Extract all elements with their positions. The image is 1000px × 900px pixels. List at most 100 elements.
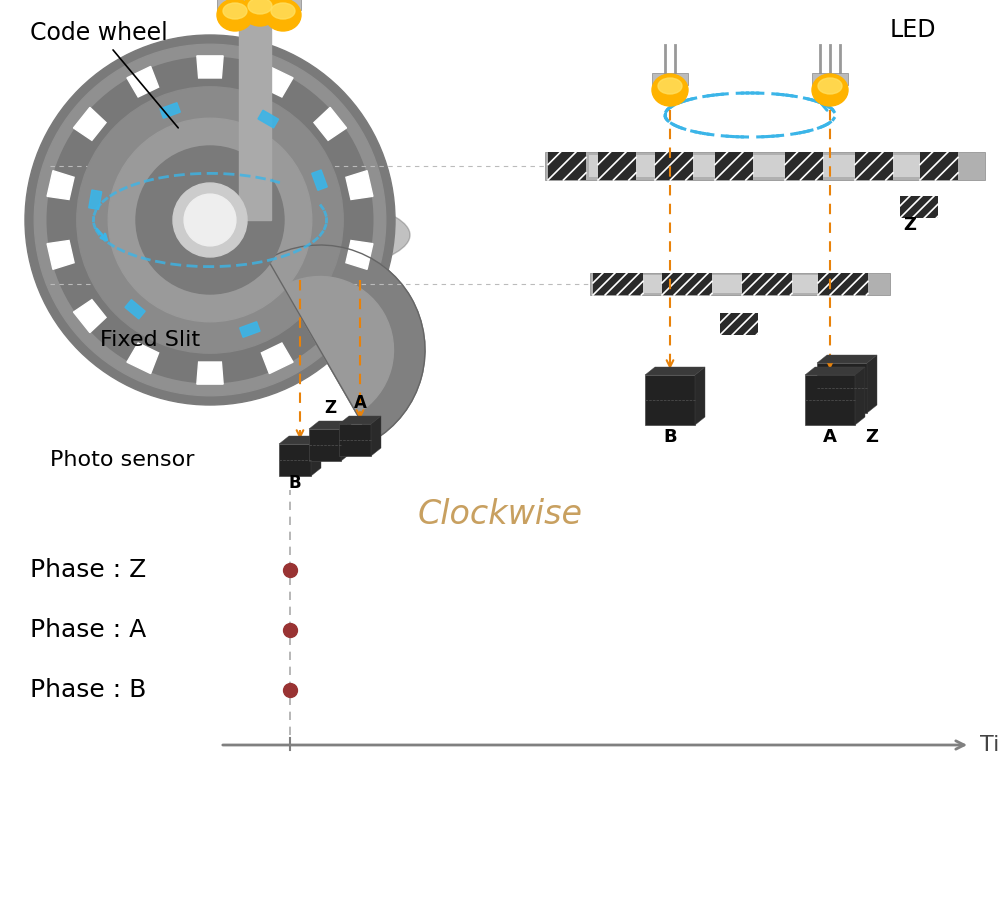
Circle shape [47,58,373,382]
Text: Code wheel: Code wheel [30,21,178,128]
Circle shape [34,44,386,396]
Text: Phase : B: Phase : B [30,678,146,702]
Polygon shape [89,190,102,210]
Bar [855,152,893,180]
Ellipse shape [271,3,295,19]
Polygon shape [47,171,74,200]
Text: Z: Z [324,399,336,417]
Bar [662,273,712,295]
Ellipse shape [652,74,688,106]
Polygon shape [279,436,321,444]
Bar [239,0,271,220]
Text: Time: Time [980,735,1000,755]
Polygon shape [311,436,321,476]
Polygon shape [240,321,260,338]
Bar [812,73,848,85]
Polygon shape [314,107,347,140]
Polygon shape [805,367,865,375]
Bar [279,444,311,476]
Polygon shape [261,343,293,373]
Text: B: B [663,428,677,446]
Text: Photo sensor: Photo sensor [50,450,194,470]
Bar [818,273,868,295]
Ellipse shape [248,0,272,14]
Text: LED: LED [890,18,936,42]
Text: Phase : Z: Phase : Z [30,558,146,582]
Text: A: A [823,428,837,446]
Bar [598,152,636,180]
Polygon shape [197,362,223,384]
Bar [620,275,860,292]
Polygon shape [341,421,351,461]
Bar [742,273,792,295]
Polygon shape [339,416,381,424]
Ellipse shape [658,78,682,94]
Bar [920,152,958,180]
Ellipse shape [40,189,410,281]
Ellipse shape [223,3,247,19]
Polygon shape [258,110,279,128]
Polygon shape [73,107,106,140]
Polygon shape [314,300,347,333]
Bar [593,273,643,295]
Bar [590,273,890,295]
Bar [339,424,371,456]
Bar [652,73,688,85]
Circle shape [108,118,312,322]
Bar [720,313,758,335]
Polygon shape [127,67,159,97]
Polygon shape [125,300,145,319]
Bar [545,152,985,180]
Polygon shape [73,300,106,333]
Bar [900,196,938,218]
Bar [785,152,823,180]
Polygon shape [645,367,705,375]
Polygon shape [312,170,327,190]
Bar [645,375,695,425]
Circle shape [136,146,284,294]
Text: Z: Z [866,428,878,446]
Text: Z: Z [904,216,916,234]
Circle shape [77,86,343,353]
Polygon shape [817,355,877,363]
Circle shape [173,183,247,257]
Text: Clockwise: Clockwise [418,499,582,532]
Bar [309,429,341,461]
Point [282,562,298,577]
Bar [655,152,693,180]
Text: Fixed Slit: Fixed Slit [100,330,200,350]
Text: Phase : A: Phase : A [30,618,146,642]
Bar [589,155,941,177]
Text: A: A [354,394,366,412]
Polygon shape [867,355,877,413]
Bar [242,0,268,20]
Polygon shape [47,240,74,269]
Wedge shape [283,276,393,414]
Polygon shape [160,103,180,118]
Polygon shape [695,367,705,425]
Ellipse shape [265,0,301,31]
Polygon shape [127,343,159,373]
Bar [548,152,586,180]
Circle shape [25,35,395,405]
Bar [817,363,867,413]
Polygon shape [346,171,373,200]
Ellipse shape [242,0,278,26]
Bar [242,0,278,5]
Bar [805,375,855,425]
Polygon shape [346,240,373,269]
Ellipse shape [239,0,271,4]
Circle shape [184,194,236,246]
Point [282,623,298,637]
Wedge shape [268,245,425,441]
Bar [265,0,301,10]
Bar [217,0,253,10]
Polygon shape [261,67,293,97]
Bar [715,152,753,180]
Point [282,683,298,698]
Polygon shape [309,421,351,429]
Polygon shape [371,416,381,456]
Ellipse shape [217,0,253,31]
Ellipse shape [812,74,848,106]
Ellipse shape [818,78,842,94]
